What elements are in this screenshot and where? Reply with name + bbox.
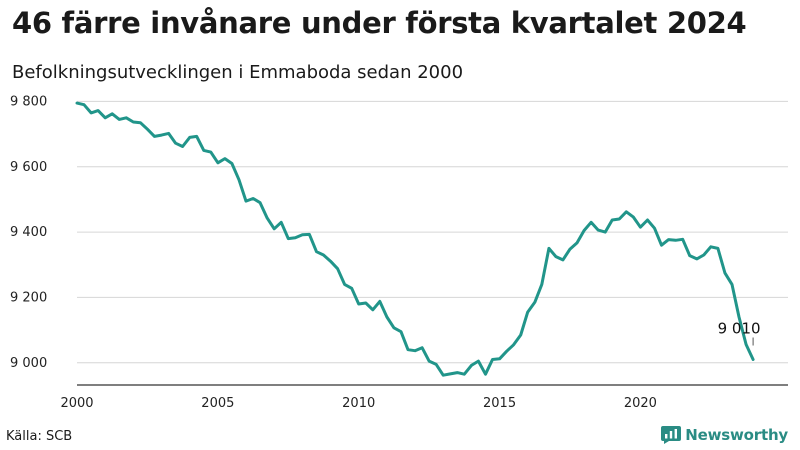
- y-tick-label: 9 800: [10, 94, 47, 109]
- y-axis: 9 000 9 200 9 400 9 600 9 800: [10, 94, 47, 370]
- annotation-label: 9 010: [718, 320, 761, 338]
- y-tick-label: 9 000: [10, 356, 47, 371]
- y-tick-label: 9 400: [10, 225, 47, 240]
- annotations: 9 010: [718, 320, 761, 346]
- series-group: [75, 101, 755, 377]
- x-tick-label: 2005: [201, 396, 234, 411]
- x-tick-label: 2010: [342, 396, 375, 411]
- x-tick-label: 2020: [624, 396, 657, 411]
- y-tick-label: 9 600: [10, 160, 47, 175]
- chart-subtitle: Befolkningsutvecklingen i Emmaboda sedan…: [12, 62, 464, 83]
- x-tick-label: 2015: [483, 396, 516, 411]
- newsworthy-logo-icon: [661, 426, 682, 444]
- series-line: [75, 101, 755, 377]
- brand-logo: Newsworthy: [661, 426, 788, 444]
- x-axis: 2000 2005 2010 2015 2020: [60, 384, 788, 411]
- y-tick-label: 9 200: [10, 290, 47, 305]
- chart-title: 46 färre invånare under första kvartalet…: [12, 6, 747, 40]
- brand-name: Newsworthy: [685, 426, 788, 444]
- gridlines: [77, 100, 788, 364]
- x-tick-label: 2000: [60, 396, 93, 411]
- source-note: Källa: SCB: [6, 429, 73, 444]
